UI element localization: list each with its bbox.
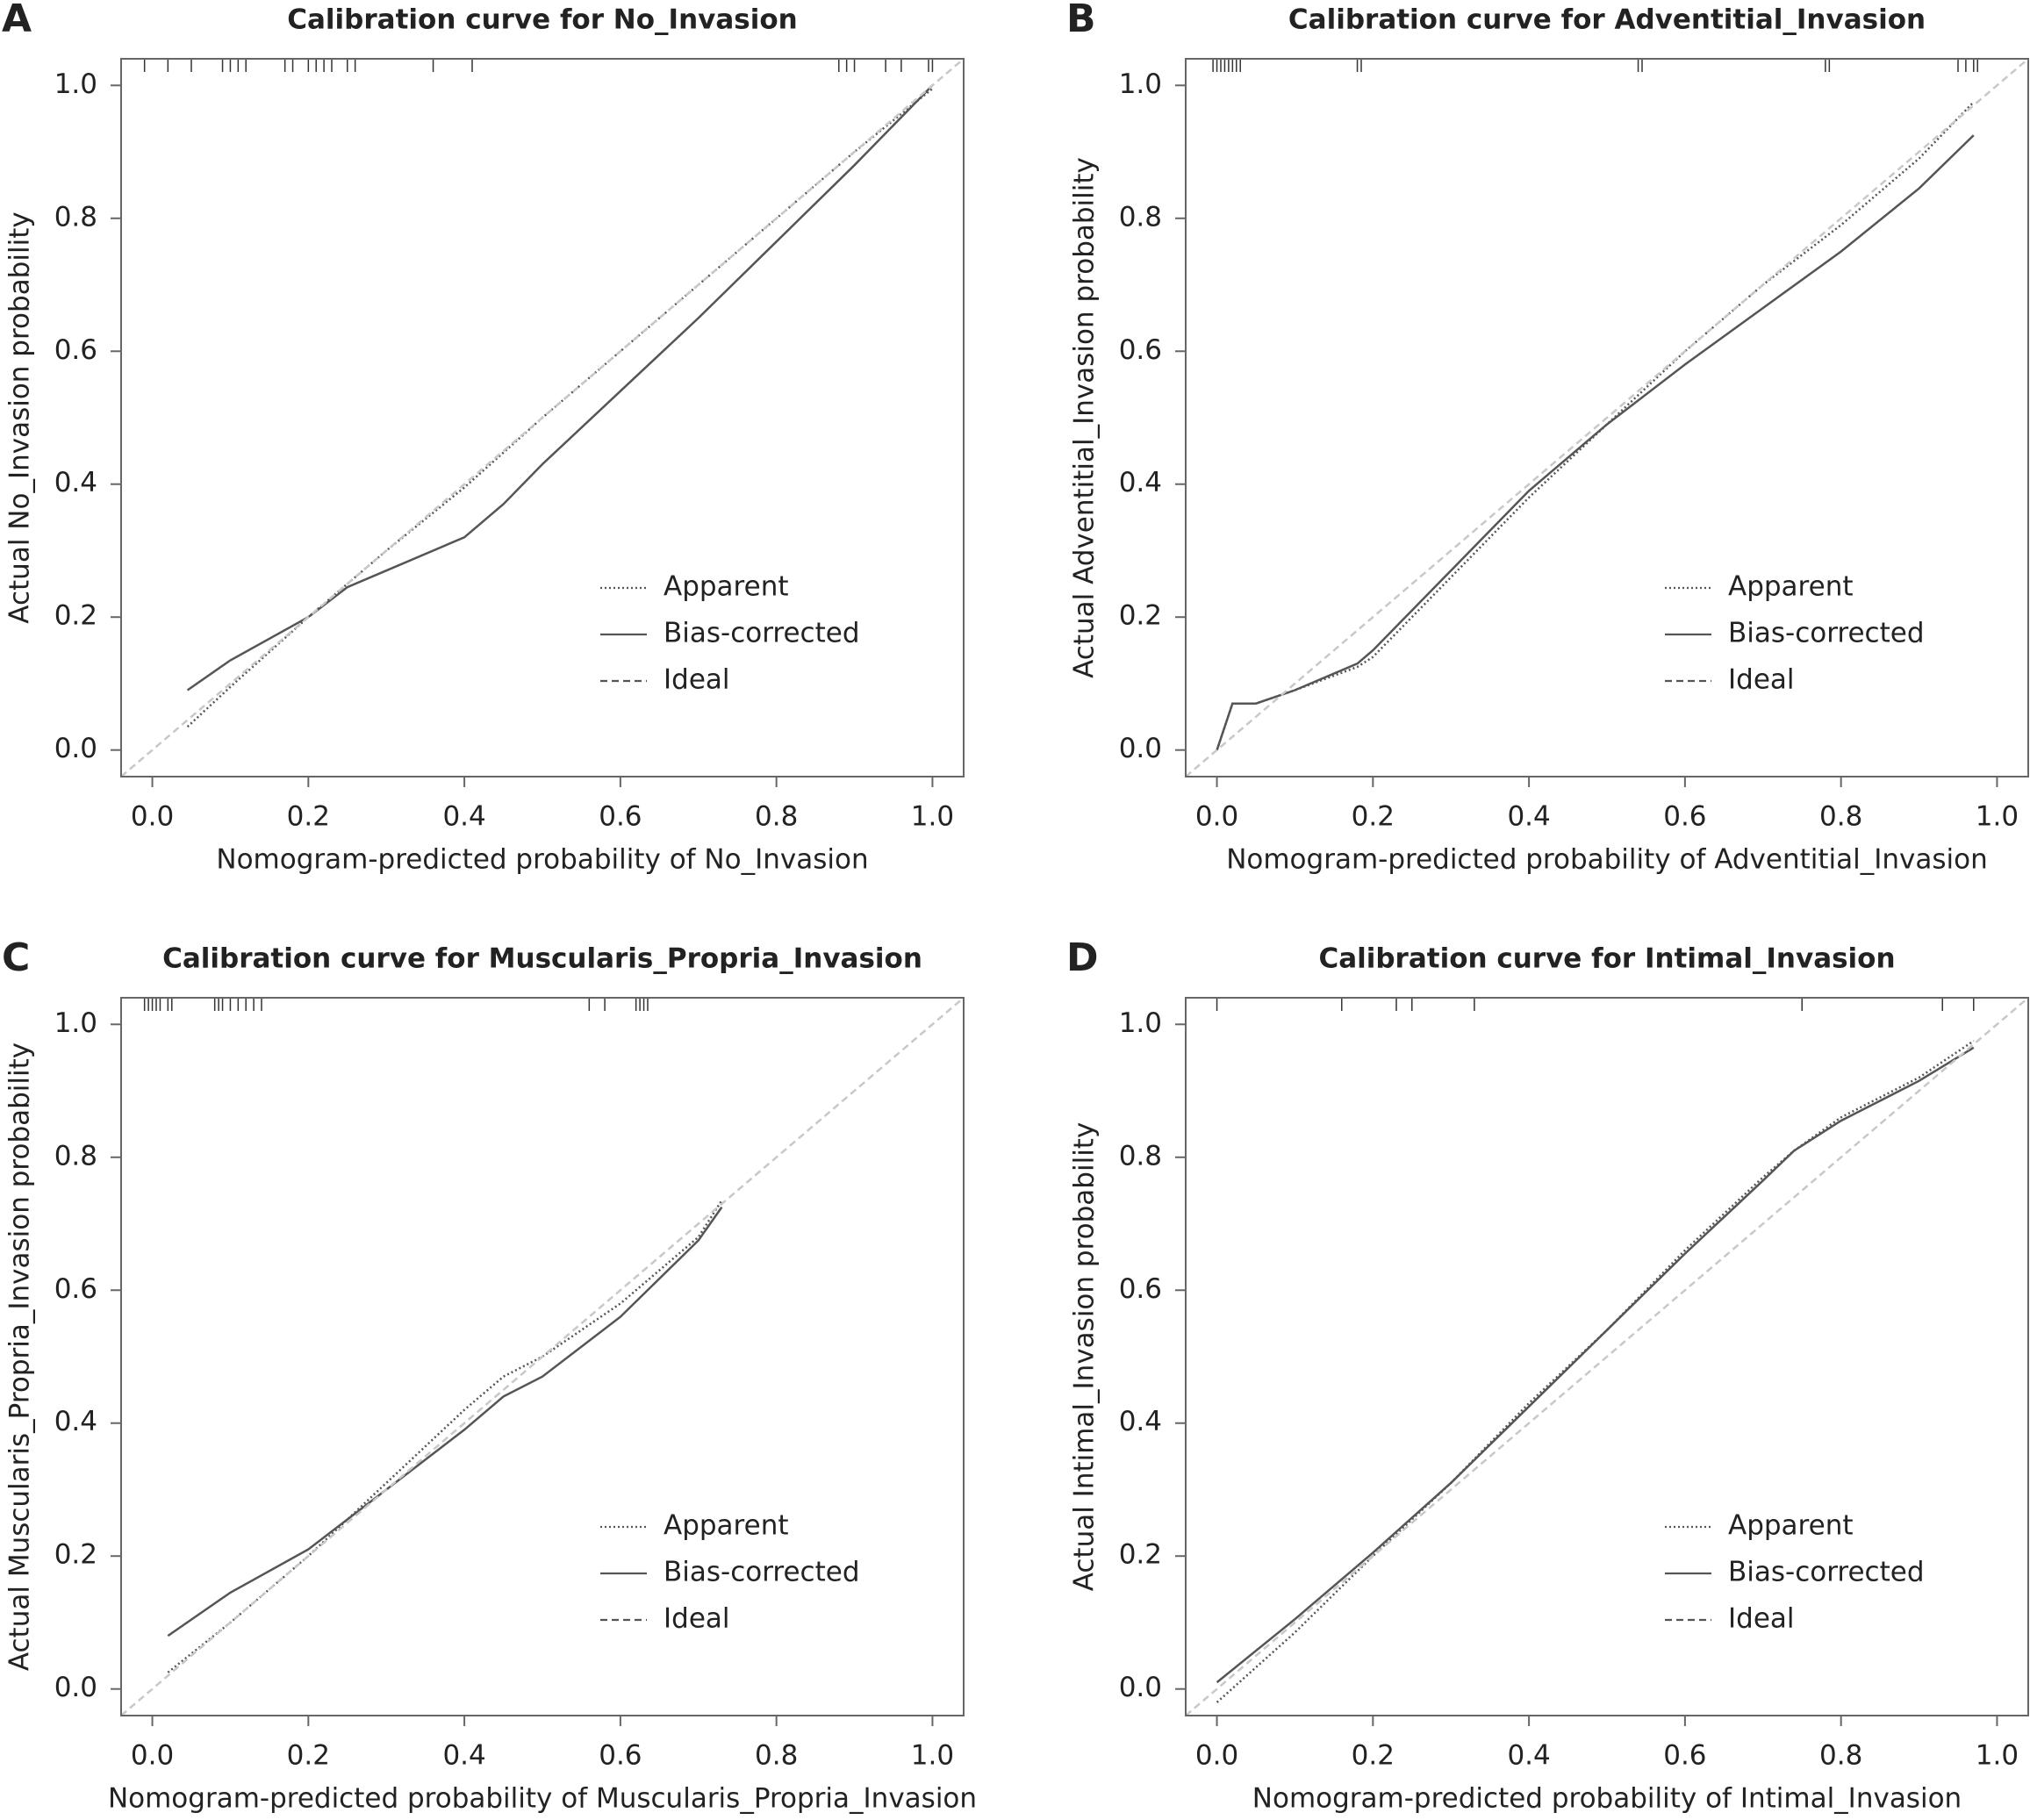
plot-frame — [1185, 58, 2029, 777]
y-tick-label: 0.4 — [54, 1406, 97, 1437]
x-tick-label: 0.8 — [1819, 801, 1862, 833]
x-tick-label: 0.8 — [1819, 1740, 1862, 1772]
x-tick-label: 0.2 — [1352, 801, 1395, 833]
chart-title: Calibration curve for Intimal_Invasion — [1318, 943, 1895, 975]
y-tick-label: 0.8 — [54, 1140, 97, 1172]
y-tick-label: 1.0 — [1119, 68, 1162, 100]
panel-letter: C — [2, 935, 30, 980]
x-tick-label: 0.0 — [131, 1740, 174, 1772]
calibration-line — [1216, 1040, 1975, 1703]
x-tick-label: 0.0 — [131, 801, 174, 833]
y-tick-label: 0.4 — [54, 467, 97, 498]
calibration-line — [121, 59, 964, 777]
x-tick-label: 0.0 — [1195, 1740, 1238, 1772]
x-axis-label: Nomogram-predicted probability of Advent… — [1226, 844, 1988, 876]
plot-frame — [120, 58, 965, 777]
legend-label: Ideal — [664, 664, 730, 696]
legend-label: Bias-corrected — [1728, 618, 1925, 649]
y-tick-label: 1.0 — [54, 68, 97, 100]
y-tick-label: 0.4 — [1119, 467, 1162, 498]
panel-letter: D — [1066, 935, 1099, 980]
calibration-line — [1186, 998, 2028, 1716]
legend-label: Apparent — [1728, 1510, 1854, 1542]
legend-label: Ideal — [1728, 1603, 1795, 1635]
y-tick-label: 0.6 — [1119, 334, 1162, 366]
y-tick-label: 0.6 — [1119, 1273, 1162, 1305]
calibration-line — [186, 84, 934, 691]
x-tick-label: 0.4 — [442, 801, 485, 833]
x-tick-label: 0.6 — [1663, 801, 1706, 833]
legend-label: Bias-corrected — [1728, 1557, 1925, 1588]
y-axis-label: Actual No_Invasion probability — [4, 211, 36, 623]
y-tick-label: 0.8 — [1119, 201, 1162, 233]
plot-frame — [1185, 997, 2029, 1716]
x-tick-label: 0.8 — [755, 1740, 798, 1772]
y-tick-label: 0.2 — [1119, 1539, 1162, 1571]
calibration-line — [1216, 1046, 1975, 1684]
chart-title: Calibration curve for Muscularis_Propria… — [162, 943, 922, 975]
x-axis-label: Nomogram-predicted probability of Muscul… — [108, 1783, 977, 1815]
x-tick-label: 0.4 — [442, 1740, 485, 1772]
panel-letter: A — [2, 0, 32, 41]
plot-frame — [120, 997, 965, 1716]
panel: C Calibration curve for Muscularis_Propri… — [2, 935, 977, 1815]
panel: D Calibration curve for Intimal_Invasion N… — [1066, 935, 2029, 1815]
y-tick-label: 0.0 — [54, 733, 97, 764]
y-tick-label: 0.2 — [1119, 600, 1162, 632]
calibration-line — [1186, 59, 2028, 777]
x-tick-label: 0.6 — [599, 1740, 642, 1772]
x-tick-label: 0.2 — [287, 801, 330, 833]
legend-label: Bias-corrected — [664, 618, 860, 649]
calibration-line — [1216, 101, 1975, 751]
x-tick-label: 0.6 — [599, 801, 642, 833]
legend-label: Apparent — [664, 571, 789, 603]
y-tick-label: 0.0 — [1119, 1672, 1162, 1703]
calibration-line — [121, 998, 964, 1716]
y-tick-label: 0.0 — [54, 1672, 97, 1703]
legend-label: Ideal — [664, 1603, 730, 1635]
legend-label: Apparent — [1728, 571, 1854, 603]
y-tick-label: 0.8 — [54, 201, 97, 233]
y-tick-label: 0.2 — [54, 600, 97, 632]
y-tick-label: 0.6 — [54, 1273, 97, 1305]
legend-label: Bias-corrected — [664, 1557, 860, 1588]
x-tick-label: 0.4 — [1507, 801, 1550, 833]
x-tick-label: 1.0 — [911, 801, 954, 833]
y-tick-label: 0.8 — [1119, 1140, 1162, 1172]
x-tick-label: 0.2 — [1352, 1740, 1395, 1772]
y-tick-label: 0.4 — [1119, 1406, 1162, 1437]
panel: A Calibration curve for No_Invasion Nomogr… — [2, 0, 965, 876]
y-tick-label: 0.0 — [1119, 733, 1162, 764]
y-tick-label: 0.6 — [54, 334, 97, 366]
y-axis-label: Actual Intimal_Invasion probability — [1069, 1122, 1101, 1592]
y-tick-label: 0.2 — [54, 1539, 97, 1571]
x-tick-label: 1.0 — [1976, 801, 2019, 833]
x-axis-label: Nomogram-predicted probability of Intima… — [1252, 1783, 1962, 1815]
x-tick-label: 0.2 — [287, 1740, 330, 1772]
x-tick-label: 0.6 — [1663, 1740, 1706, 1772]
y-tick-label: 1.0 — [54, 1007, 97, 1039]
calibration-line — [1216, 134, 1975, 751]
legend-label: Ideal — [1728, 664, 1795, 696]
y-tick-label: 1.0 — [1119, 1007, 1162, 1039]
calibration-line — [167, 1200, 723, 1673]
y-axis-label: Actual Muscularis_Propria_Invasion proba… — [4, 1043, 36, 1671]
x-tick-label: 1.0 — [911, 1740, 954, 1772]
chart-title: Calibration curve for Adventitial_Invasi… — [1288, 4, 1926, 36]
chart-title: Calibration curve for No_Invasion — [287, 4, 797, 36]
x-tick-label: 1.0 — [1976, 1740, 2019, 1772]
x-axis-label: Nomogram-predicted probability of No_Inv… — [216, 844, 868, 876]
x-tick-label: 0.0 — [1195, 801, 1238, 833]
panel-letter: B — [1066, 0, 1096, 41]
x-tick-label: 0.4 — [1507, 1740, 1550, 1772]
legend-label: Apparent — [664, 1510, 789, 1542]
y-axis-label: Actual Adventitial_Invasion probability — [1069, 157, 1101, 678]
panel: B Calibration curve for Adventitial_Invas… — [1066, 0, 2029, 876]
x-tick-label: 0.8 — [755, 801, 798, 833]
calibration-line — [167, 1206, 723, 1637]
